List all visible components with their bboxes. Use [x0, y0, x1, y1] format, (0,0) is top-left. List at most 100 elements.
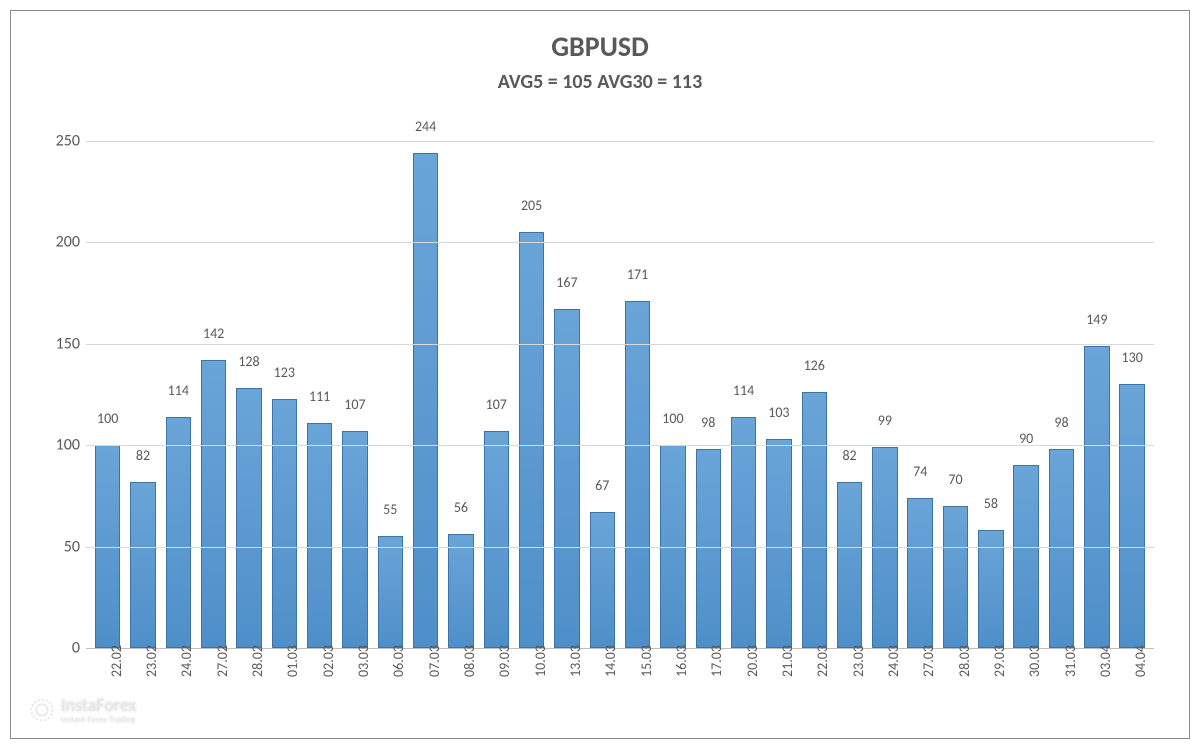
y-tick-label: 100 — [36, 436, 80, 455]
bar-group: 114 — [726, 141, 761, 648]
bar — [1119, 384, 1144, 648]
bar-group: 244 — [408, 141, 443, 648]
x-tick-label: 20.03 — [726, 653, 761, 728]
bar-value-label: 99 — [878, 412, 892, 429]
bar — [731, 417, 756, 648]
bar-group: 123 — [267, 141, 302, 648]
bar — [519, 232, 544, 648]
chart-title: GBPUSD — [11, 29, 1189, 64]
bar-value-label: 111 — [309, 388, 330, 405]
x-tick-label: 03.04 — [1079, 653, 1114, 728]
bar-group: 100 — [90, 141, 125, 648]
bar — [766, 439, 791, 648]
bar-group: 149 — [1079, 141, 1114, 648]
bar — [1013, 465, 1038, 648]
bar-value-label: 114 — [733, 382, 754, 399]
bar-group: 130 — [1115, 141, 1150, 648]
bar-group: 107 — [479, 141, 514, 648]
y-tick-label: 50 — [36, 537, 80, 556]
bar-group: 107 — [337, 141, 372, 648]
bar-group: 100 — [655, 141, 690, 648]
bar-value-label: 205 — [521, 197, 542, 214]
bar-group: 82 — [125, 141, 160, 648]
bar-group: 103 — [761, 141, 796, 648]
y-tick-label: 250 — [36, 132, 80, 151]
bar — [1049, 449, 1074, 648]
watermark-tagline: Instant Forex Trading — [61, 716, 136, 724]
bar-value-label: 100 — [97, 410, 118, 427]
bar-value-label: 70 — [948, 471, 962, 488]
bar-group: 99 — [867, 141, 902, 648]
bar-group: 114 — [161, 141, 196, 648]
x-tick-label: 29.03 — [973, 653, 1008, 728]
x-tick-label: 03.03 — [337, 653, 372, 728]
bar-value-label: 149 — [1086, 311, 1107, 328]
x-tick-label: 10.03 — [514, 653, 549, 728]
gridline — [86, 445, 1154, 446]
chart-container: GBPUSD AVG5 = 105 AVG30 = 113 0501001502… — [10, 10, 1190, 739]
bar-group: 70 — [938, 141, 973, 648]
bar — [307, 423, 332, 648]
bar-value-label: 128 — [238, 353, 259, 370]
bar — [272, 399, 297, 648]
bar-value-label: 82 — [136, 447, 150, 464]
bar — [554, 309, 579, 648]
bar-group: 74 — [903, 141, 938, 648]
bar — [130, 482, 155, 648]
gridline — [86, 242, 1154, 243]
y-tick-label: 200 — [36, 233, 80, 252]
x-tick-label: 04.04 — [1115, 653, 1150, 728]
gridline — [86, 547, 1154, 548]
x-tick-label: 28.03 — [938, 653, 973, 728]
bar-group: 55 — [373, 141, 408, 648]
bar — [696, 449, 721, 648]
x-tick-label: 23.03 — [832, 653, 867, 728]
bar-group: 128 — [231, 141, 266, 648]
bar-group: 171 — [620, 141, 655, 648]
bar-value-label: 56 — [454, 499, 468, 516]
gridline — [86, 141, 1154, 142]
bar-value-label: 244 — [415, 118, 436, 135]
bar — [802, 392, 827, 648]
bar-value-label: 58 — [984, 495, 998, 512]
x-tick-label: 21.03 — [761, 653, 796, 728]
bar-value-label: 98 — [1054, 414, 1068, 431]
bar-value-label: 126 — [804, 357, 825, 374]
x-tick-label: 09.03 — [479, 653, 514, 728]
y-tick-label: 0 — [36, 639, 80, 658]
bar — [872, 447, 897, 648]
bar-group: 98 — [1044, 141, 1079, 648]
x-tick-label: 27.02 — [196, 653, 231, 728]
bar — [590, 512, 615, 648]
bar — [413, 153, 438, 648]
watermark-text: InstaForex Instant Forex Trading — [61, 696, 136, 724]
x-tick-label: 30.03 — [1009, 653, 1044, 728]
bar-value-label: 67 — [595, 477, 609, 494]
bar-group: 56 — [443, 141, 478, 648]
bar — [1084, 346, 1109, 648]
bar-value-label: 107 — [344, 396, 365, 413]
bars-area: 100 82 114 142 128 123 111 107 55 244 56 107 205 167 6… — [86, 141, 1154, 648]
x-tick-label: 22.03 — [797, 653, 832, 728]
bar — [907, 498, 932, 648]
gridline — [86, 344, 1154, 345]
bar-group: 111 — [302, 141, 337, 648]
bar-group: 167 — [549, 141, 584, 648]
x-tick-label: 02.03 — [302, 653, 337, 728]
bar-value-label: 55 — [383, 501, 397, 518]
bar-value-label: 103 — [768, 404, 789, 421]
bar-value-label: 74 — [913, 463, 927, 480]
bar — [484, 431, 509, 648]
bar-group: 142 — [196, 141, 231, 648]
bar — [378, 536, 403, 648]
bar-value-label: 123 — [274, 364, 295, 381]
bar-group: 98 — [691, 141, 726, 648]
watermark-brand: InstaForex — [61, 696, 136, 714]
x-tick-label: 16.03 — [655, 653, 690, 728]
bar-value-label: 82 — [842, 447, 856, 464]
x-tick-label: 24.02 — [161, 653, 196, 728]
bar-value-label: 114 — [168, 382, 189, 399]
y-tick-label: 150 — [36, 334, 80, 353]
x-tick-label: 06.03 — [373, 653, 408, 728]
x-tick-label: 24.03 — [867, 653, 902, 728]
